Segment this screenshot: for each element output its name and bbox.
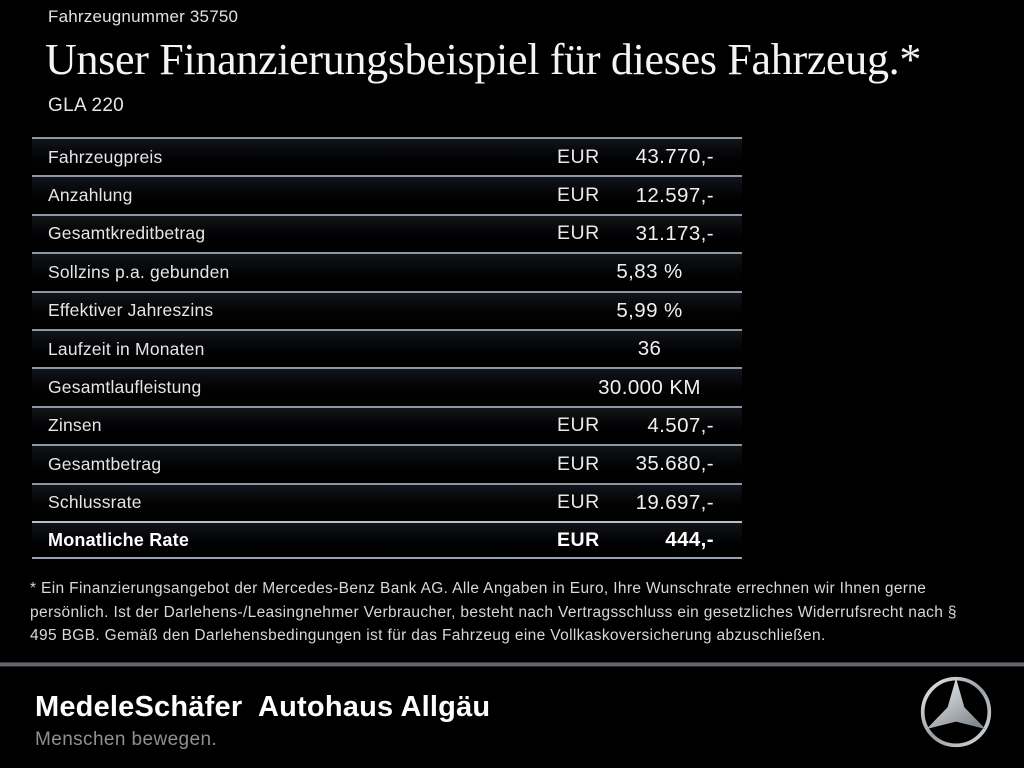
row-currency: EUR <box>557 184 600 207</box>
row-currency: EUR <box>557 452 600 475</box>
row-label: Monatliche Rate <box>48 529 190 550</box>
row-value-area: 30.000 KM <box>557 376 742 400</box>
vehicle-model: GLA 220 <box>48 95 125 116</box>
row-label: Effektiver Jahreszins <box>48 300 214 321</box>
table-row: Laufzeit in Monaten 36 <box>32 328 742 368</box>
vehicle-number: Fahrzeugnummer 35750 <box>48 7 239 26</box>
row-currency: EUR <box>557 491 600 514</box>
row-value: 19.697,- <box>635 490 714 514</box>
table-row: Schlussrate EUR 19.697,- <box>32 482 742 521</box>
page-title: Unser Finanzierungsbeispiel für dieses F… <box>45 35 922 84</box>
row-value-area: EUR 4.507,- <box>557 414 742 438</box>
row-value: 5,83 % <box>616 260 683 284</box>
row-currency: EUR <box>557 528 600 551</box>
row-label: Anzahlung <box>48 185 133 206</box>
table-row: Monatliche Rate EUR 444,- <box>32 520 742 560</box>
dealer-logo-autohaus-allgaeu: Autohaus Allgäu <box>258 691 491 723</box>
dealer-logo-medele-schaefer: MedeleSchäfer <box>35 691 243 723</box>
row-label: Fahrzeugpreis <box>48 146 163 167</box>
row-value-area: 36 <box>557 337 742 361</box>
row-value-area: EUR 12.597,- <box>557 184 742 208</box>
row-value-area: 5,83 % <box>557 260 742 284</box>
row-label: Gesamtbetrag <box>48 453 162 474</box>
table-row: Zinsen EUR 4.507,- <box>32 405 742 445</box>
row-label: Laufzeit in Monaten <box>48 338 205 359</box>
row-value-area: EUR 43.770,- <box>557 145 742 169</box>
row-value: 36 <box>637 337 662 361</box>
row-value-area: EUR 19.697,- <box>557 491 742 515</box>
row-label: Sollzins p.a. gebunden <box>48 261 230 282</box>
table-row: Gesamtbetrag EUR 35.680,- <box>32 444 742 483</box>
row-currency: EUR <box>557 414 600 437</box>
financing-table: Fahrzeugpreis EUR 43.770,- Anzahlung EUR… <box>32 137 742 560</box>
row-label: Schlussrate <box>48 492 142 513</box>
mercedes-star-icon <box>920 676 992 748</box>
row-value-area: EUR 444,- <box>557 528 742 552</box>
row-label: Zinsen <box>48 415 102 436</box>
dealer-tagline: Menschen bewegen. <box>35 729 218 750</box>
row-label: Gesamtkreditbetrag <box>48 223 206 244</box>
table-row: Gesamtkreditbetrag EUR 31.173,- <box>32 213 742 253</box>
table-row: Anzahlung EUR 12.597,- <box>32 175 742 214</box>
table-row: Sollzins p.a. gebunden 5,83 % <box>32 252 742 291</box>
row-value: 31.173,- <box>635 221 714 245</box>
legal-footnote: * Ein Finanzierungsangebot der Mercedes-… <box>30 580 957 644</box>
row-label: Gesamtlaufleistung <box>48 377 202 398</box>
row-currency: EUR <box>557 222 600 245</box>
row-value: 30.000 KM <box>598 375 701 399</box>
footer-divider <box>0 662 1024 667</box>
row-value: 43.770,- <box>635 145 714 169</box>
row-value: 444,- <box>665 528 714 552</box>
row-value-area: 5,99 % <box>557 299 742 323</box>
row-value-area: EUR 35.680,- <box>557 452 742 476</box>
row-value-area: EUR 31.173,- <box>557 222 742 246</box>
row-currency: EUR <box>557 145 600 168</box>
row-value: 5,99 % <box>616 298 683 322</box>
table-row: Gesamtlaufleistung 30.000 KM <box>32 367 742 406</box>
row-value: 12.597,- <box>635 183 714 207</box>
table-row: Effektiver Jahreszins 5,99 % <box>32 290 742 329</box>
row-value: 35.680,- <box>635 452 714 476</box>
row-value: 4.507,- <box>647 413 714 437</box>
table-row: Fahrzeugpreis EUR 43.770,- <box>32 137 742 176</box>
